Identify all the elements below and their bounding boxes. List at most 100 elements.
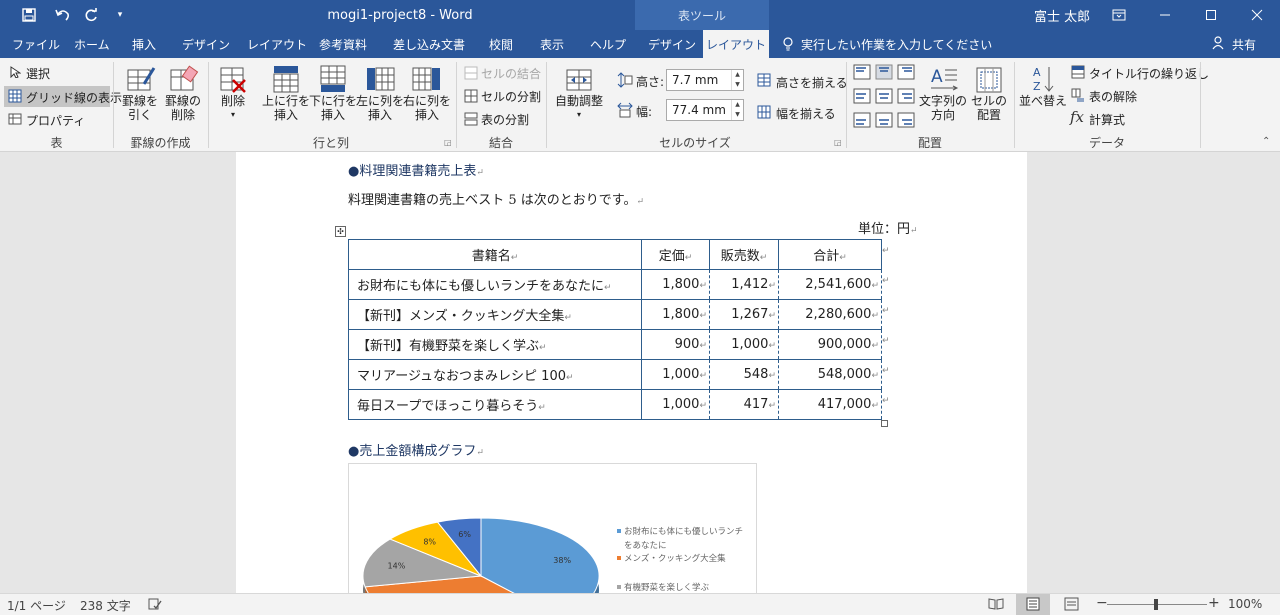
redo-icon[interactable] (80, 0, 102, 30)
proofing-icon[interactable] (148, 597, 162, 614)
web-layout-icon[interactable] (1064, 597, 1080, 614)
table-cell[interactable]: マリアージュなおつまみレシピ 100↵ (348, 359, 642, 390)
table-cell[interactable]: 1,800↵ (641, 299, 710, 330)
cell-margins-button[interactable]: セルの 配置 (968, 64, 1010, 122)
close-icon[interactable] (1242, 0, 1272, 30)
insert-below-button[interactable]: 下に行を 挿入 (309, 64, 357, 122)
insert-right-button[interactable]: 右に列を 挿入 (403, 64, 451, 122)
undo-icon[interactable] (48, 0, 78, 30)
pie-slice[interactable] (364, 575, 562, 593)
tab-help[interactable]: ヘルプ (590, 37, 627, 52)
header-cell[interactable]: 販売数↵ (709, 239, 779, 270)
table-cell[interactable]: 2,541,600↵ (778, 269, 882, 300)
zoom-level[interactable]: 100% (1228, 597, 1263, 611)
table-move-handle-icon[interactable]: ✣ (335, 226, 346, 237)
pie-slice[interactable] (436, 517, 482, 578)
tab-review[interactable]: 校閲 (489, 37, 514, 52)
zoom-out-icon[interactable]: − (1096, 595, 1108, 611)
table-cell[interactable]: 417↵ (709, 389, 779, 420)
share-button[interactable]: 共有 (1232, 37, 1257, 52)
delete-button[interactable]: 削除 ▾ (212, 64, 254, 122)
document-page[interactable]: ●料理関連書籍売上表↵ 料理関連書籍の売上ベスト 5 は次のとおりです。↵ 単位… (236, 152, 1027, 593)
tab-design[interactable]: デザイン (182, 37, 231, 52)
tab-layout[interactable]: レイアウト (247, 37, 308, 52)
table-cell[interactable]: 548↵ (709, 359, 779, 390)
column-width-input[interactable]: 77.4 mm ▲ ▼ (666, 99, 744, 121)
formula-icon: fx (1070, 108, 1085, 126)
pie-slice[interactable] (362, 538, 482, 588)
table-cell[interactable]: 【新刊】メンズ・クッキング大全集↵ (348, 299, 642, 330)
word-count[interactable]: 238 文字 (80, 599, 131, 613)
split-cells-button[interactable]: セルの分割 (481, 90, 542, 104)
row-height-spinner-icon[interactable]: ▲ ▼ (731, 70, 743, 90)
table-cell[interactable]: 1,000↵ (641, 389, 710, 420)
distribute-columns-button[interactable]: 幅を揃える (776, 107, 836, 121)
table-resize-handle[interactable] (881, 420, 888, 427)
table-cell[interactable]: お財布にも体にも優しいランチをあなたに↵ (348, 269, 642, 300)
cell-size-dialog-launcher-icon[interactable]: ◲ (834, 138, 842, 147)
header-cell[interactable]: 定価↵ (641, 239, 710, 270)
tab-home[interactable]: ホーム (74, 37, 110, 52)
ribbon-display-icon[interactable] (1104, 0, 1134, 30)
view-gridlines-button[interactable]: グリッド線の表示 (26, 91, 123, 105)
convert-to-text-button[interactable]: 表の解除 (1089, 90, 1138, 104)
tab-mailings[interactable]: 差し込み文書 (393, 37, 466, 52)
minimize-icon[interactable] (1150, 0, 1180, 30)
delete-dropdown-icon: ▾ (230, 110, 235, 119)
table-cell[interactable]: 900,000↵ (778, 329, 882, 360)
autofit-button[interactable]: 自動調整 ▾ (551, 64, 607, 122)
table-cell[interactable]: 548,000↵ (778, 359, 882, 390)
collapse-ribbon-icon[interactable]: ⌃ (1262, 136, 1271, 147)
table-cell[interactable]: 1,412↵ (709, 269, 779, 300)
tab-view[interactable]: 表示 (540, 37, 565, 52)
table-cell[interactable]: 1,000↵ (709, 329, 779, 360)
tab-references[interactable]: 参考資料 (319, 37, 368, 52)
zoom-slider-thumb[interactable] (1154, 599, 1158, 610)
table-cell[interactable]: 900↵ (641, 329, 710, 360)
row-height-input[interactable]: 7.7 mm ▲ ▼ (666, 69, 744, 91)
insert-left-icon (367, 67, 395, 91)
save-icon[interactable] (16, 0, 42, 30)
rows-dialog-launcher-icon[interactable]: ◲ (444, 138, 452, 147)
svg-text:A: A (1033, 66, 1041, 79)
split-table-button[interactable]: 表の分割 (481, 113, 530, 127)
repeat-header-rows-button[interactable]: タイトル行の繰り返し (1089, 67, 1210, 81)
table-cell[interactable]: 【新刊】有機野菜を楽しく学ぶ↵ (348, 329, 642, 360)
draw-table-button[interactable]: 罫線を 引く (118, 64, 162, 122)
merge-cells-button[interactable]: セルの結合 (481, 67, 542, 81)
select-button[interactable]: 選択 (26, 67, 51, 81)
table-cell[interactable]: 417,000↵ (778, 389, 882, 420)
text-direction-icon: A (931, 67, 959, 91)
eraser-button[interactable]: 罫線の 削除 (161, 64, 205, 122)
insert-left-button[interactable]: 左に列を 挿入 (356, 64, 404, 122)
column-width-spinner-icon[interactable]: ▲ ▼ (731, 100, 743, 120)
tab-table-design[interactable]: デザイン (648, 37, 697, 52)
formula-button[interactable]: 計算式 (1089, 113, 1126, 127)
table-cell[interactable]: 1,267↵ (709, 299, 779, 330)
tab-insert[interactable]: 挿入 (132, 37, 157, 52)
tell-me-search[interactable]: 実行したい作業を入力してください (801, 37, 993, 52)
insert-above-button[interactable]: 上に行を 挿入 (262, 64, 310, 122)
text-direction-button[interactable]: A 文字列の 方向 (918, 64, 968, 122)
table-cell[interactable]: 毎日スープでほっこり暮らそう↵ (348, 389, 642, 420)
heading-sales-table: ●料理関連書籍売上表↵ (348, 164, 484, 179)
pie-chart[interactable]: 38% 14% 8% 6% お財布にも体にも優しいランチ をあなたに メンズ・クッキング大全… (348, 463, 757, 593)
pie-data-label: 38% (553, 556, 571, 565)
table-cell[interactable]: 2,280,600↵ (778, 299, 882, 330)
zoom-in-icon[interactable]: + (1208, 595, 1220, 611)
pie-slice[interactable] (480, 517, 600, 593)
tab-table-layout[interactable]: レイアウト (703, 30, 769, 58)
read-mode-icon[interactable] (988, 597, 1004, 614)
header-cell[interactable]: 合計↵ (778, 239, 882, 270)
tab-file[interactable]: ファイル (12, 37, 61, 52)
distribute-rows-button[interactable]: 高さを揃える (776, 76, 848, 90)
qat-customize-icon[interactable]: ▾ (117, 10, 123, 20)
user-name[interactable]: 富士 太郎 (1034, 9, 1091, 25)
page-count[interactable]: 1/1 ページ (7, 599, 66, 613)
maximize-icon[interactable] (1196, 0, 1226, 30)
properties-button[interactable]: プロパティ (26, 114, 86, 128)
table-cell[interactable]: 1,800↵ (641, 269, 710, 300)
table-cell[interactable]: 1,000↵ (641, 359, 710, 390)
header-cell[interactable]: 書籍名↵ (348, 239, 642, 270)
